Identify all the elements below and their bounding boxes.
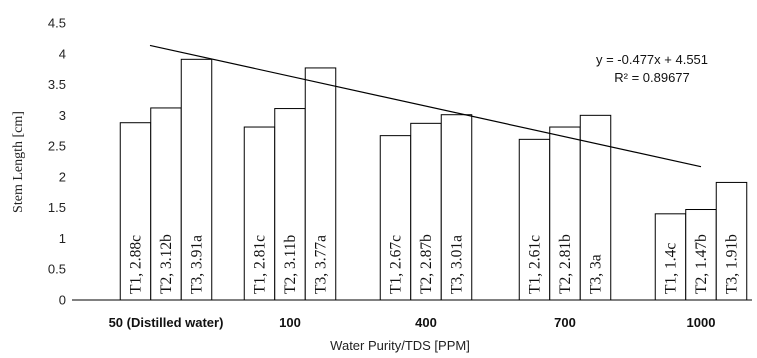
trendline-r2: R² = 0.89677 (614, 70, 690, 85)
y-tick-label: 0 (59, 293, 66, 308)
bar-label: T3, 1.91b (724, 234, 741, 294)
bar (150, 107, 182, 301)
category-label: 50 (Distilled water) (109, 315, 224, 330)
y-tick-label: 4.5 (48, 16, 66, 31)
bar-label: T2, 3.12b (158, 234, 175, 294)
bar-label: T3, 3a (588, 254, 605, 294)
bar (304, 67, 337, 301)
bar-label: T1, 2.61c (527, 235, 544, 294)
bar (685, 209, 717, 301)
bar-label: T3, 3.01a (449, 235, 466, 294)
bar (518, 138, 551, 301)
y-tick-label: 3.5 (48, 77, 66, 92)
y-tick-label: 1 (59, 231, 66, 246)
y-tick-label: 4 (59, 46, 66, 61)
category-label: 400 (415, 315, 437, 330)
bar (410, 122, 442, 301)
bar (180, 58, 213, 301)
bar-label: T1, 1.4c (663, 243, 680, 294)
bar-label: T2, 2.87b (418, 234, 435, 294)
bar-labels: T1, 2.88c T2, 3.12b T3, 3.91a T1, 2.81c T2, … (128, 234, 741, 294)
category-labels: 50 (Distilled water) 100 400 700 1000 (109, 315, 716, 330)
bar-label: T2, 3.11b (282, 234, 299, 294)
category-label: 700 (554, 315, 576, 330)
category-label: 100 (279, 315, 301, 330)
bar-label: T3, 3.77a (313, 235, 330, 294)
bar-label: T1, 2.88c (128, 235, 145, 294)
trendline (149, 44, 702, 168)
bars (119, 58, 748, 301)
y-axis-ticks: 0 0.5 1 1.5 2 2.5 3 3.5 4 4.5 (48, 16, 66, 308)
y-tick-label: 1.5 (48, 200, 66, 215)
bar-label: T1, 2.67c (388, 235, 405, 294)
y-tick-label: 0.5 (48, 262, 66, 277)
y-axis-title: Stem Length [cm] (11, 111, 26, 213)
y-tick-label: 2 (59, 169, 66, 184)
bar-label: T2, 2.81b (557, 234, 574, 294)
bar-label: T1, 2.81c (252, 235, 269, 294)
y-tick-label: 3 (59, 108, 66, 123)
category-label: 1000 (687, 315, 716, 330)
y-tick-label: 2.5 (48, 139, 66, 154)
bar-label: T2, 1.47b (693, 234, 710, 294)
x-axis-title: Water Purity/TDS [PPM] (330, 338, 470, 353)
trendline-equation: y = -0.477x + 4.551 (596, 52, 708, 67)
bar-label: T3, 3.91a (189, 235, 206, 294)
bar (119, 122, 152, 301)
